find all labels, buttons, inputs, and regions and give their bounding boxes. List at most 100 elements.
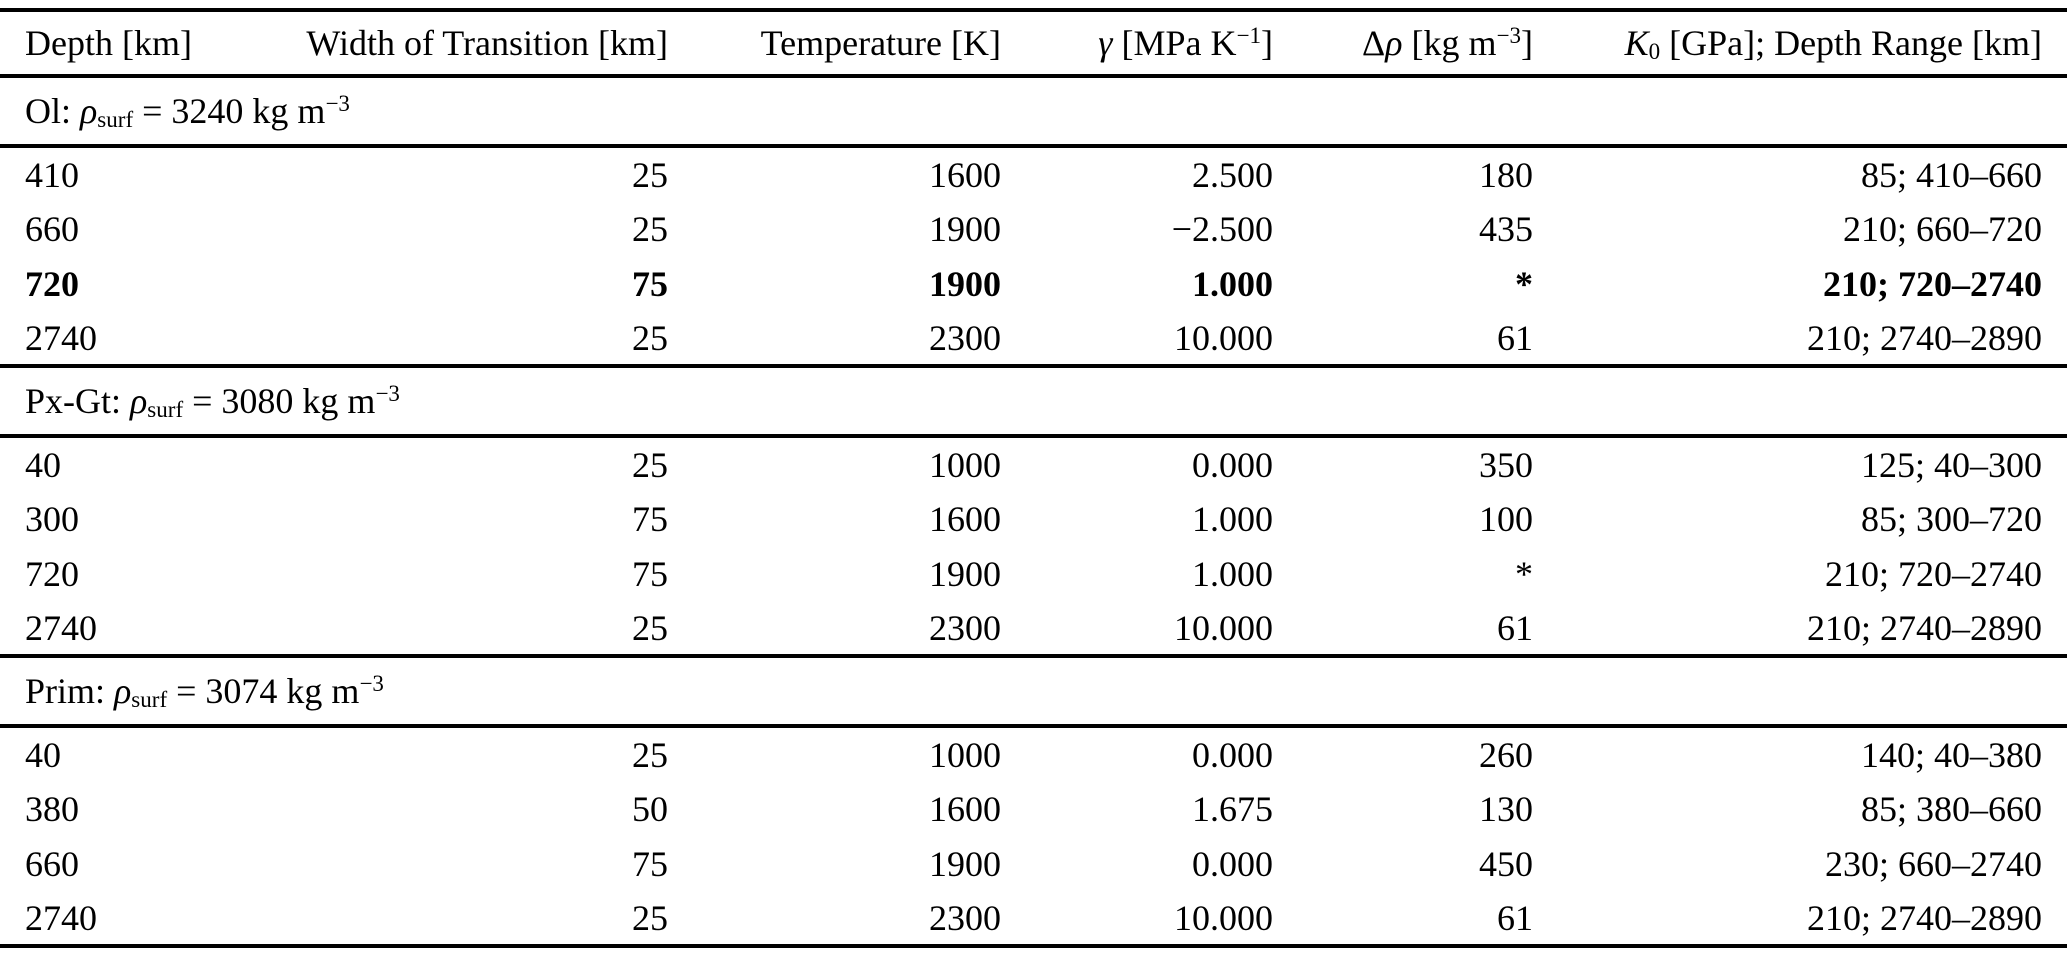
cell-gamma: 0.000 — [1192, 444, 1273, 485]
table-row: 2740 25 2300 10.000 61 210; 2740–2890 — [0, 891, 2067, 946]
cell-width: 50 — [632, 788, 668, 829]
col-header-k0-depth-range: K0 [GPa]; Depth Range [km] — [1533, 10, 2067, 76]
cell-delta-rho: 61 — [1497, 897, 1533, 938]
table-row: 720 75 1900 1.000 * 210; 720–2740 — [0, 546, 2067, 601]
cell-gamma: 1.000 — [1192, 263, 1273, 304]
col-header-delta-rho: Δρ [kg m−3] — [1273, 10, 1533, 76]
k0-symbol: K — [1624, 23, 1649, 63]
surf-subscript: surf — [97, 106, 134, 133]
cell-temperature: 1900 — [929, 553, 1001, 594]
cell-depth: 2740 — [25, 317, 97, 358]
section-px-gt: Px-Gt: ρsurf = 3080 kg m−3 40 25 1000 0.… — [0, 366, 2067, 656]
table-header: Depth [km] Width of Transition [km] Temp… — [0, 10, 2067, 76]
cell-delta-rho: 350 — [1479, 444, 1533, 485]
gamma-symbol: γ — [1098, 23, 1113, 63]
table-row: 300 75 1600 1.000 100 85; 300–720 — [0, 491, 2067, 546]
col-header-temperature: Temperature [K] — [760, 23, 1001, 63]
section-title-cell: Ol: ρsurf = 3240 kg m−3 — [0, 76, 2067, 146]
rho-symbol: ρ — [130, 381, 148, 421]
density-unit-exponent: −3 — [375, 380, 400, 407]
gamma-unit: [MPa K — [1121, 23, 1237, 63]
surface-density-value: = 3080 kg m — [192, 381, 376, 421]
cell-gamma: 2.500 — [1192, 154, 1273, 195]
cell-temperature: 1900 — [929, 263, 1001, 304]
cell-delta-rho: 260 — [1479, 734, 1533, 775]
col-header-width-of-transition: Width of Transition [km] — [306, 23, 668, 63]
phase-transition-table: Depth [km] Width of Transition [km] Temp… — [0, 8, 2067, 948]
section-ol: Ol: ρsurf = 3240 kg m−3 410 25 1600 2.50… — [0, 76, 2067, 366]
cell-k0-depth-range: 210; 720–2740 — [1823, 263, 2042, 304]
cell-width: 75 — [632, 498, 668, 539]
cell-delta-rho: 61 — [1497, 607, 1533, 648]
delta-rho-unit-exponent: −3 — [1496, 22, 1521, 49]
cell-gamma: 1.000 — [1192, 498, 1273, 539]
cell-width: 25 — [632, 154, 668, 195]
col-header-depth: Depth [km] — [25, 23, 192, 63]
table-row: 660 75 1900 0.000 450 230; 660–2740 — [0, 836, 2067, 891]
cell-temperature: 1000 — [929, 734, 1001, 775]
cell-temperature: 1900 — [929, 208, 1001, 249]
surf-subscript: surf — [131, 686, 168, 713]
density-unit-exponent: −3 — [359, 670, 384, 697]
surface-density-value: = 3240 kg m — [142, 91, 326, 131]
table-row: 2740 25 2300 10.000 61 210; 2740–2890 — [0, 601, 2067, 656]
table-row: 380 50 1600 1.675 130 85; 380–660 — [0, 781, 2067, 836]
cell-depth: 300 — [25, 498, 79, 539]
cell-depth: 660 — [25, 843, 79, 884]
cell-k0-depth-range: 85; 410–660 — [1860, 154, 2042, 195]
gamma-unit-close: ] — [1261, 23, 1273, 63]
cell-gamma: 1.675 — [1192, 788, 1273, 829]
cell-gamma: 0.000 — [1192, 734, 1273, 775]
section-title-cell: Prim: ρsurf = 3074 kg m−3 — [0, 656, 2067, 726]
delta-rho-unit-close: ] — [1521, 23, 1533, 63]
cell-delta-rho: * — [1515, 553, 1533, 594]
surf-subscript: surf — [147, 396, 184, 423]
cell-k0-depth-range: 210; 2740–2890 — [1806, 897, 2042, 938]
cell-k0-depth-range: 210; 720–2740 — [1824, 553, 2042, 594]
table-row: 2740 25 2300 10.000 61 210; 2740–2890 — [0, 311, 2067, 366]
cell-depth: 410 — [25, 154, 79, 195]
cell-width: 25 — [632, 317, 668, 358]
cell-delta-rho: 61 — [1497, 317, 1533, 358]
cell-width: 25 — [632, 734, 668, 775]
cell-depth: 40 — [25, 444, 61, 485]
section-name: Prim: — [25, 671, 106, 711]
cell-depth: 660 — [25, 208, 79, 249]
cell-delta-rho: 435 — [1479, 208, 1533, 249]
table-row: 40 25 1000 0.000 350 125; 40–300 — [0, 436, 2067, 491]
cell-gamma: −2.500 — [1171, 208, 1273, 249]
cell-temperature: 1600 — [929, 498, 1001, 539]
table-row: 40 25 1000 0.000 260 140; 40–380 — [0, 726, 2067, 781]
cell-depth: 2740 — [25, 897, 97, 938]
cell-temperature: 1600 — [929, 154, 1001, 195]
cell-width: 25 — [632, 444, 668, 485]
cell-temperature: 2300 — [929, 317, 1001, 358]
section-title-cell: Px-Gt: ρsurf = 3080 kg m−3 — [0, 366, 2067, 436]
table-row: 660 25 1900 −2.500 435 210; 660–720 — [0, 201, 2067, 256]
gamma-unit-exponent: −1 — [1236, 22, 1261, 49]
surface-density-value: = 3074 kg m — [176, 671, 360, 711]
table-row-emphasized: 720 75 1900 1.000 * 210; 720–2740 — [0, 256, 2067, 311]
cell-depth: 40 — [25, 734, 61, 775]
cell-temperature: 2300 — [929, 897, 1001, 938]
cell-delta-rho: 130 — [1479, 788, 1533, 829]
cell-k0-depth-range: 210; 660–720 — [1842, 208, 2042, 249]
k0-subscript: 0 — [1648, 38, 1661, 65]
cell-k0-depth-range: 85; 300–720 — [1860, 498, 2042, 539]
cell-temperature: 1000 — [929, 444, 1001, 485]
cell-k0-depth-range: 125; 40–300 — [1860, 444, 2042, 485]
section-prim: Prim: ρsurf = 3074 kg m−3 40 25 1000 0.0… — [0, 656, 2067, 946]
section-name: Ol: — [25, 91, 72, 131]
cell-gamma: 1.000 — [1192, 553, 1273, 594]
k0-unit-and-range-label: [GPa]; Depth Range [km] — [1669, 23, 2042, 63]
density-unit-exponent: −3 — [325, 90, 350, 117]
delta-symbol: Δ — [1362, 23, 1386, 63]
rho-symbol: ρ — [114, 671, 132, 711]
section-title-px-gt: Px-Gt: ρsurf = 3080 kg m−3 — [0, 366, 2067, 436]
col-header-gamma: γ [MPa K−1] — [1001, 10, 1273, 76]
cell-temperature: 1600 — [929, 788, 1001, 829]
cell-width: 25 — [632, 607, 668, 648]
cell-gamma: 10.000 — [1174, 897, 1273, 938]
rho-symbol: ρ — [1385, 23, 1403, 63]
cell-depth: 720 — [25, 263, 79, 304]
